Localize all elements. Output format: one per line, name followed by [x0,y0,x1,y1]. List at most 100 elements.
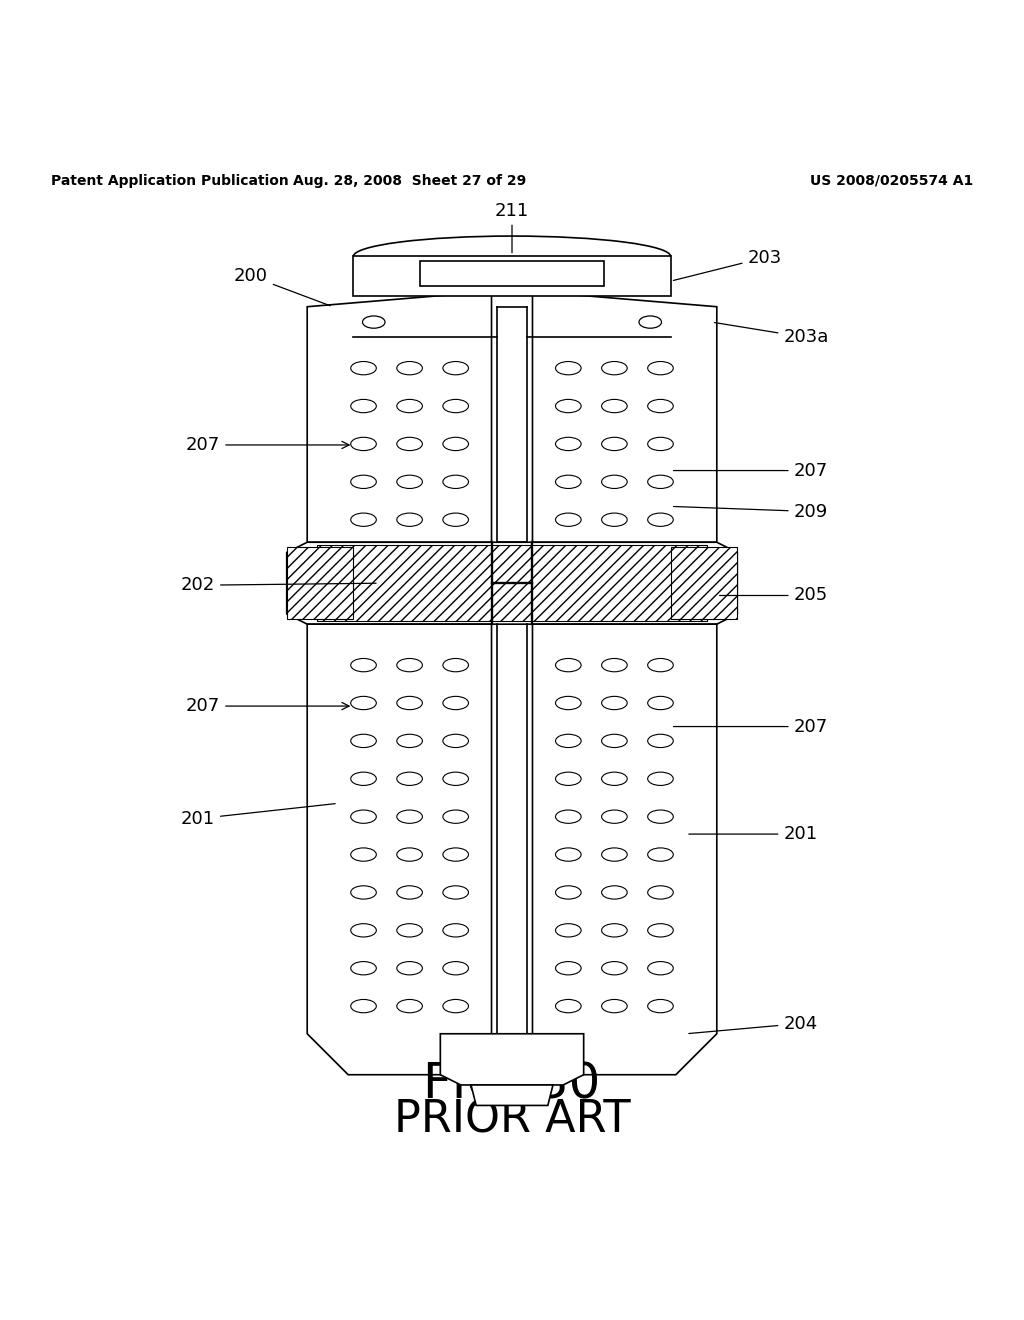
Ellipse shape [555,697,582,710]
Ellipse shape [555,475,582,488]
Polygon shape [287,548,353,619]
Polygon shape [471,1085,553,1105]
Text: 207: 207 [674,462,827,479]
Ellipse shape [350,886,377,899]
Ellipse shape [601,772,627,785]
Ellipse shape [555,886,582,899]
Ellipse shape [648,362,674,375]
Ellipse shape [397,400,423,413]
Ellipse shape [648,513,674,527]
Ellipse shape [397,734,423,747]
Text: 205: 205 [720,586,827,605]
Text: 202: 202 [181,577,376,594]
Ellipse shape [350,362,377,375]
Ellipse shape [350,734,377,747]
Ellipse shape [648,961,674,975]
Ellipse shape [350,400,377,413]
Ellipse shape [350,772,377,785]
Ellipse shape [350,513,377,527]
Text: PRIOR ART: PRIOR ART [393,1098,631,1142]
Text: Aug. 28, 2008  Sheet 27 of 29: Aug. 28, 2008 Sheet 27 of 29 [293,174,526,187]
Text: 204: 204 [689,1015,817,1034]
Ellipse shape [601,924,627,937]
Ellipse shape [350,847,377,861]
Ellipse shape [639,315,662,329]
Ellipse shape [397,961,423,975]
Text: 211: 211 [495,202,529,252]
Polygon shape [671,548,737,619]
Text: 209: 209 [674,503,827,520]
Ellipse shape [442,513,469,527]
Polygon shape [353,256,671,297]
Polygon shape [307,292,492,543]
Ellipse shape [555,734,582,747]
Ellipse shape [648,886,674,899]
Ellipse shape [601,362,627,375]
Ellipse shape [601,961,627,975]
Ellipse shape [601,513,627,527]
Ellipse shape [648,924,674,937]
Ellipse shape [442,999,469,1012]
Ellipse shape [442,400,469,413]
Ellipse shape [648,999,674,1012]
Ellipse shape [555,772,582,785]
Polygon shape [532,624,717,1074]
Ellipse shape [397,772,423,785]
Text: 201: 201 [181,804,335,828]
Ellipse shape [555,999,582,1012]
Ellipse shape [397,362,423,375]
Ellipse shape [350,999,377,1012]
Ellipse shape [648,400,674,413]
Ellipse shape [362,315,385,329]
Ellipse shape [442,659,469,672]
Ellipse shape [648,810,674,824]
Ellipse shape [442,847,469,861]
Ellipse shape [555,659,582,672]
Ellipse shape [442,475,469,488]
Polygon shape [307,624,492,1074]
Ellipse shape [601,659,627,672]
Ellipse shape [397,810,423,824]
Ellipse shape [350,961,377,975]
Ellipse shape [555,513,582,527]
Ellipse shape [601,999,627,1012]
Ellipse shape [648,847,674,861]
Text: FIG. 30: FIG. 30 [423,1060,601,1109]
Text: 207: 207 [674,718,827,735]
Ellipse shape [648,697,674,710]
Ellipse shape [442,961,469,975]
Ellipse shape [601,886,627,899]
Ellipse shape [601,437,627,450]
Ellipse shape [555,810,582,824]
Ellipse shape [397,697,423,710]
Text: US 2008/0205574 A1: US 2008/0205574 A1 [810,174,973,187]
Ellipse shape [350,437,377,450]
Polygon shape [287,543,737,624]
Polygon shape [420,260,604,286]
Ellipse shape [555,400,582,413]
Ellipse shape [397,475,423,488]
Text: 200: 200 [233,267,330,306]
Ellipse shape [442,810,469,824]
Ellipse shape [350,924,377,937]
Text: 207: 207 [186,697,349,715]
Ellipse shape [350,475,377,488]
Ellipse shape [555,924,582,937]
Ellipse shape [397,847,423,861]
Ellipse shape [350,697,377,710]
Ellipse shape [442,924,469,937]
Ellipse shape [442,697,469,710]
Polygon shape [440,1034,584,1085]
Text: Patent Application Publication: Patent Application Publication [51,174,289,187]
Ellipse shape [397,999,423,1012]
Text: 203: 203 [674,248,781,280]
Ellipse shape [648,437,674,450]
Ellipse shape [397,513,423,527]
Ellipse shape [555,961,582,975]
Ellipse shape [442,772,469,785]
Text: 207: 207 [186,436,349,454]
Ellipse shape [601,810,627,824]
Ellipse shape [601,475,627,488]
Ellipse shape [397,659,423,672]
Ellipse shape [555,847,582,861]
